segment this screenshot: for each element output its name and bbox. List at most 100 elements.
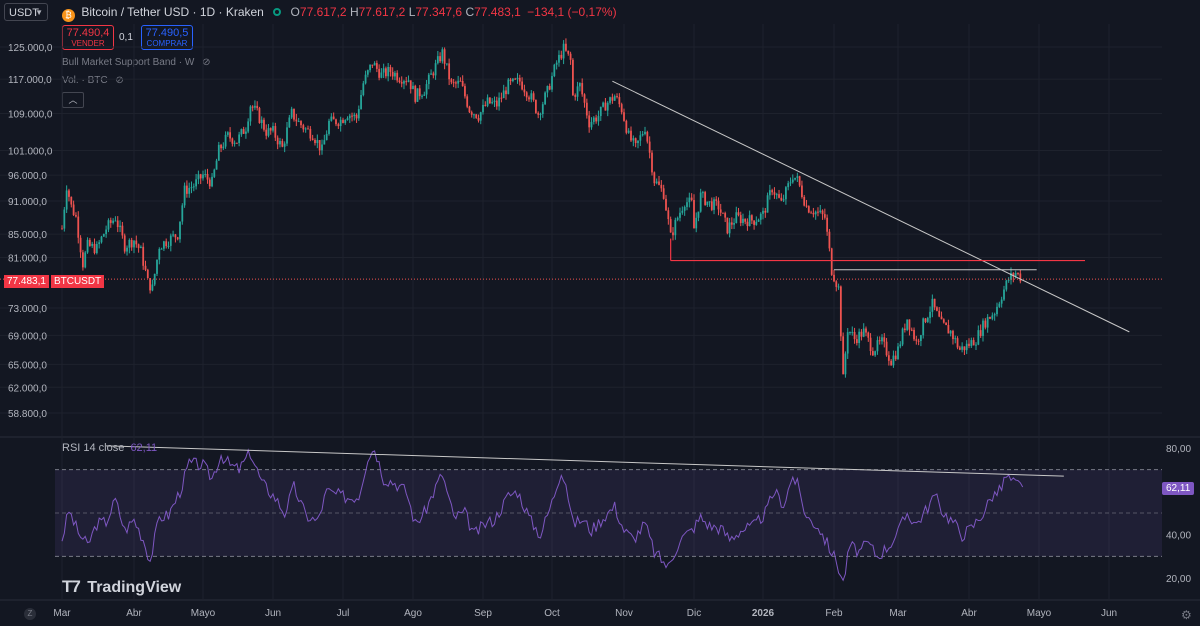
indicator-bmsb[interactable]: Bull Market Support Band · W ⊘ [62, 57, 210, 68]
candle-body [1012, 273, 1015, 277]
candle-body [742, 218, 744, 224]
candle-body [457, 80, 460, 84]
candle-body [523, 89, 526, 93]
candle-body [475, 114, 478, 118]
y-tick-label: 125.000,0 [8, 43, 53, 54]
candle-body [630, 130, 632, 141]
candle-body [436, 56, 439, 64]
candle-body [706, 201, 709, 205]
candle-body [679, 212, 681, 218]
y-tick-label: 69.000,0 [8, 331, 47, 342]
candle-body [500, 97, 503, 99]
candle-body [91, 243, 94, 246]
candle-body [922, 318, 925, 336]
candle-body [63, 209, 66, 229]
zoom-icon[interactable]: Z [24, 608, 36, 620]
candle-body [730, 222, 733, 225]
candle-body [726, 217, 729, 234]
candle-body [690, 197, 693, 201]
candle-body [119, 225, 121, 228]
candle-body [768, 190, 771, 196]
low-value: 77.347,6 [415, 5, 463, 19]
symbol-selector[interactable]: USDT ▼ [4, 3, 48, 21]
candle-body [551, 76, 553, 90]
buy-button[interactable]: 77.490,5 COMPRAR [141, 25, 193, 50]
candle-body [276, 137, 279, 145]
eye-off-icon[interactable]: ⊘ [202, 57, 211, 68]
candle-body [908, 319, 911, 330]
candle-body [123, 235, 126, 252]
candle-body [746, 221, 749, 227]
x-tick-label: Sep [474, 608, 492, 619]
candle-body [773, 192, 776, 195]
candle-body [722, 212, 724, 214]
candle-body [188, 187, 191, 194]
candle-body [817, 211, 819, 213]
candle-body [290, 108, 293, 118]
candle-body [665, 198, 667, 211]
candle-body [791, 179, 794, 183]
candle-body [632, 138, 635, 141]
candle-body [574, 95, 577, 97]
candle-body [801, 185, 803, 198]
candle-body [648, 141, 651, 153]
candle-body [396, 72, 399, 81]
last-price-value: 77.483,1 [4, 275, 49, 288]
candle-body [416, 88, 419, 102]
candle-body [637, 140, 639, 144]
candle-body [362, 83, 365, 96]
candle-body [325, 133, 328, 141]
candle-body [403, 81, 405, 84]
candle-body [606, 102, 609, 111]
candle-body [452, 82, 455, 84]
candle-body [479, 112, 482, 121]
candle-body [906, 319, 909, 331]
candle-body [439, 56, 441, 62]
candle-body [493, 100, 496, 102]
candle-body [337, 124, 340, 127]
candle-body [812, 212, 815, 215]
settings-gear-icon[interactable]: ⚙ [1181, 608, 1192, 622]
candle-body [704, 192, 707, 205]
eye-off-icon[interactable]: ⊘ [115, 75, 124, 86]
candle-body [233, 142, 236, 144]
candle-body [1014, 272, 1017, 277]
candle-body [495, 100, 498, 107]
candle-body [662, 188, 665, 199]
candle-body [708, 201, 711, 203]
candle-body [986, 317, 989, 328]
rsi-legend[interactable]: RSI 14 close 62,11 [62, 442, 157, 454]
candle-body [286, 127, 288, 144]
candle-body [929, 311, 931, 318]
candle-body [627, 130, 630, 133]
candle-body [771, 190, 774, 193]
candle-body [409, 80, 412, 90]
candle-body [450, 79, 453, 83]
candle-body [242, 129, 245, 134]
candle-body [620, 104, 623, 113]
x-tick-label: Ago [404, 608, 422, 619]
candle-body [414, 85, 417, 102]
indicator-volume[interactable]: Vol. · BTC ⊘ [62, 75, 124, 86]
x-tick-label: Mar [53, 608, 71, 619]
candle-body [899, 344, 902, 347]
candle-body [394, 72, 396, 77]
x-tick-label: Abr [961, 608, 977, 619]
candle-body [844, 353, 847, 375]
candle-body [787, 183, 790, 188]
candle-body [979, 330, 982, 336]
candle-body [206, 173, 209, 180]
candle-body [778, 194, 780, 198]
change-value: −134,1 (−0,17%) [527, 5, 617, 19]
candle-body [466, 96, 469, 107]
candle-body [639, 135, 642, 141]
candle-body [260, 119, 263, 123]
symbol-title[interactable]: Bitcoin / Tether USD · 1D · Kraken [81, 5, 264, 19]
candle-body [535, 100, 537, 113]
rsi-y-tick-label: 40,00 [1166, 531, 1191, 542]
candle-body [505, 90, 507, 95]
candle-body [1003, 289, 1005, 300]
candle-body [595, 117, 598, 122]
candle-body [695, 217, 698, 229]
